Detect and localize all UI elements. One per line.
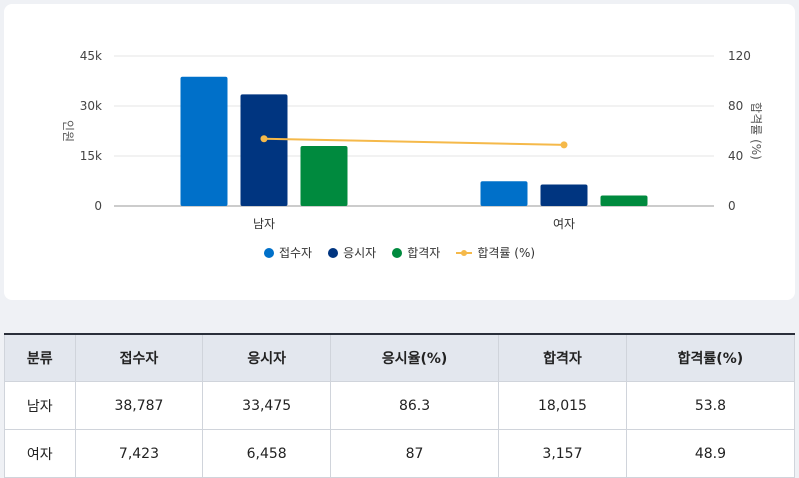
point-합격률 (%) [560, 141, 568, 149]
bar-응시자 [240, 94, 288, 206]
legend-swatch [263, 247, 274, 258]
point-합격률 (%) [260, 135, 268, 143]
y2-tick-label: 0 [728, 199, 736, 213]
cell-pass-rate: 48.9 [625, 429, 796, 478]
cell-applicants: 38,787 [74, 381, 204, 430]
bar-접수자 [480, 181, 528, 206]
y-axis-title: 인원 [61, 120, 75, 142]
chart-legend: 접수자 응시자 합격자 합격률 (%) [4, 244, 795, 261]
y-tick-label: 0 [94, 199, 102, 213]
cell-examinees: 6,458 [202, 429, 331, 478]
legend-label: 접수자 [278, 246, 313, 260]
bar-합격자 [600, 195, 648, 206]
legend-item[interactable]: 합격자 [392, 244, 440, 261]
cell-pass-rate: 53.8 [625, 381, 796, 430]
legend-swatch [456, 248, 473, 258]
y2-tick-label: 80 [728, 99, 743, 113]
cell-applicants: 7,423 [74, 429, 204, 478]
cell-passers: 3,157 [498, 429, 627, 478]
y-tick-label: 15k [80, 149, 102, 163]
y2-axis-title: 합격률 (%) [749, 102, 763, 160]
legend-swatch [392, 247, 403, 258]
y2-tick-label: 40 [728, 149, 743, 163]
header-exam-rate: 응시율(%) [329, 333, 500, 382]
y-tick-label: 30k [80, 99, 102, 113]
y2-tick-label: 120 [728, 49, 751, 63]
legend-label: 응시자 [343, 246, 377, 260]
cell-category: 여자 [4, 429, 76, 478]
table-row: 남자 38,787 33,475 86.3 18,015 53.8 [4, 381, 796, 430]
bar-응시자 [540, 184, 588, 206]
y-tick-label: 45k [80, 49, 102, 63]
combo-chart: 0 15k 30k 45k 0 40 80 120 인원 합격률 (%) 남자 여자 [61, 49, 763, 231]
legend-swatch [328, 247, 339, 258]
header-examinees: 응시자 [202, 333, 331, 382]
legend-item[interactable]: 접수자 [263, 244, 313, 261]
x-category-label: 여자 [553, 217, 575, 231]
chart-card: 0 15k 30k 45k 0 40 80 120 인원 합격률 (%) 남자 여자 접수자 응시자 합격… [4, 4, 795, 300]
header-category: 분류 [4, 333, 76, 382]
header-passers: 합격자 [498, 333, 627, 382]
legend-item[interactable]: 합격률 (%) [456, 244, 535, 261]
line-합격률 (%) [263, 137, 565, 146]
cell-exam-rate: 86.3 [329, 381, 500, 430]
bar-합격자 [300, 145, 348, 206]
cell-category: 남자 [4, 381, 76, 430]
x-category-label: 남자 [253, 217, 275, 231]
cell-examinees: 33,475 [202, 381, 331, 430]
cell-exam-rate: 87 [329, 429, 500, 478]
legend-item[interactable]: 응시자 [328, 244, 376, 261]
legend-label: 합격자 [407, 246, 441, 260]
header-pass-rate: 합격률(%) [625, 333, 796, 382]
table-row: 여자 7,423 6,458 87 3,157 48.9 [4, 429, 796, 478]
bar-접수자 [180, 76, 228, 207]
header-applicants: 접수자 [74, 333, 204, 382]
table-header-row: 분류 접수자 응시자 응시율(%) 합격자 합격률(%) [4, 333, 796, 382]
legend-label: 합격률 (%) [477, 246, 536, 260]
cell-passers: 18,015 [498, 381, 627, 430]
stats-table: 분류 접수자 응시자 응시율(%) 합격자 합격률(%) 남자 38,787 3… [4, 333, 796, 478]
